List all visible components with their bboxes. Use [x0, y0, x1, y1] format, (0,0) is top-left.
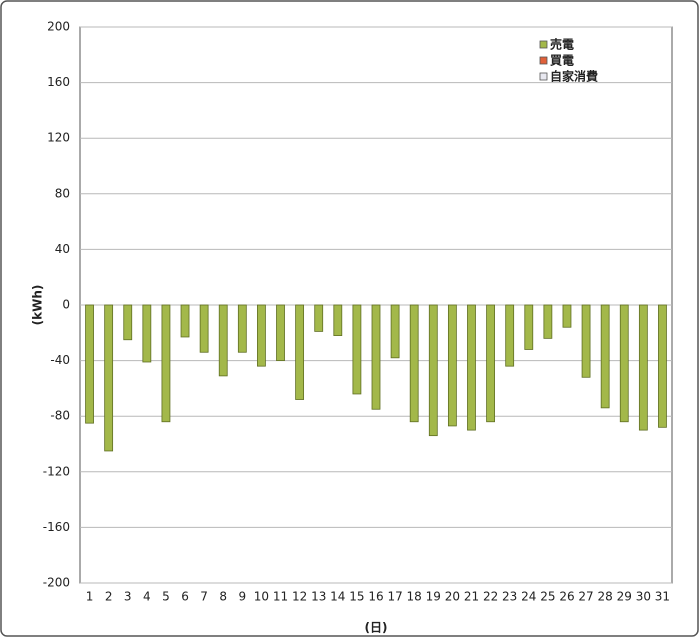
- x-tick-label: 10: [254, 590, 269, 604]
- legend-swatch: [539, 72, 548, 81]
- y-tick-label: 120: [47, 131, 70, 145]
- bar: [409, 304, 419, 423]
- bar: [180, 304, 190, 338]
- bar: [257, 304, 266, 367]
- y-tick-label: 160: [47, 75, 70, 89]
- bar: [581, 304, 591, 378]
- x-tick-label: 31: [655, 590, 670, 604]
- x-tick-label: 18: [407, 590, 422, 604]
- bar: [295, 304, 305, 400]
- bar: [161, 304, 171, 423]
- bar: [237, 304, 247, 353]
- y-tick-label: -120: [43, 464, 70, 478]
- x-tick-label: 12: [292, 590, 307, 604]
- bar: [543, 304, 553, 339]
- x-tick-label: 30: [636, 590, 651, 604]
- bar: [218, 304, 228, 377]
- y-tick-label: -80: [50, 409, 70, 423]
- bar: [524, 304, 534, 350]
- x-tick-label: 26: [559, 590, 574, 604]
- bar: [371, 304, 381, 410]
- legend-label: 売電: [550, 37, 574, 52]
- x-tick-label: 4: [143, 590, 151, 604]
- x-tick-label: 15: [349, 590, 364, 604]
- bar: [104, 304, 114, 452]
- y-tick-label: -200: [43, 576, 70, 590]
- x-tick-label: 17: [387, 590, 402, 604]
- legend-swatch: [539, 40, 548, 49]
- bar: [638, 304, 648, 431]
- x-tick-label: 16: [368, 590, 383, 604]
- x-tick-label: 21: [464, 590, 479, 604]
- x-tick-label: 25: [540, 590, 555, 604]
- x-tick-label: 1: [86, 590, 94, 604]
- bar: [447, 304, 457, 427]
- bar: [428, 304, 438, 437]
- legend-swatch: [539, 56, 548, 65]
- x-tick-label: 22: [483, 590, 498, 604]
- y-tick-label: 40: [55, 242, 70, 256]
- bar: [333, 304, 343, 336]
- bar: [467, 304, 476, 431]
- x-tick-label: 7: [200, 590, 208, 604]
- bar: [600, 304, 610, 409]
- legend-label: 買電: [550, 54, 574, 68]
- x-tick-label: 6: [181, 590, 189, 604]
- x-tick-label: 13: [311, 590, 326, 604]
- bar: [486, 304, 495, 423]
- bar: [276, 304, 285, 361]
- x-tick-label: 27: [578, 590, 593, 604]
- y-tick-label: -40: [50, 353, 70, 367]
- bar: [199, 304, 209, 353]
- y-tick-label: -160: [43, 520, 70, 534]
- y-tick-label: 80: [55, 186, 70, 200]
- bar: [85, 304, 94, 424]
- x-axis-label: (日): [365, 621, 388, 635]
- bar: [314, 304, 324, 332]
- x-tick-label: 19: [426, 590, 441, 604]
- x-tick-label: 24: [521, 590, 536, 604]
- bar: [562, 304, 572, 328]
- x-tick-label: 5: [162, 590, 170, 604]
- bar: [352, 304, 362, 395]
- bar: [619, 304, 629, 423]
- x-tick-label: 20: [445, 590, 460, 604]
- x-tick-label: 2: [105, 590, 113, 604]
- x-tick-label: 28: [598, 590, 613, 604]
- x-tick-label: 14: [330, 590, 345, 604]
- x-tick-label: 11: [273, 590, 288, 604]
- bar: [505, 304, 515, 367]
- y-tick-label: 200: [47, 20, 70, 34]
- y-tick-label: 0: [62, 298, 70, 312]
- bar: [123, 304, 133, 341]
- bar: [658, 304, 667, 428]
- y-axis-label: (kWh): [31, 285, 45, 326]
- x-tick-label: 8: [219, 590, 227, 604]
- legend-label: 自家消費: [550, 69, 598, 84]
- bar: [142, 304, 152, 363]
- x-tick-label: 23: [502, 590, 517, 604]
- x-tick-label: 29: [617, 590, 632, 604]
- x-tick-label: 3: [124, 590, 132, 604]
- bar: [390, 304, 400, 359]
- x-tick-label: 9: [239, 590, 247, 604]
